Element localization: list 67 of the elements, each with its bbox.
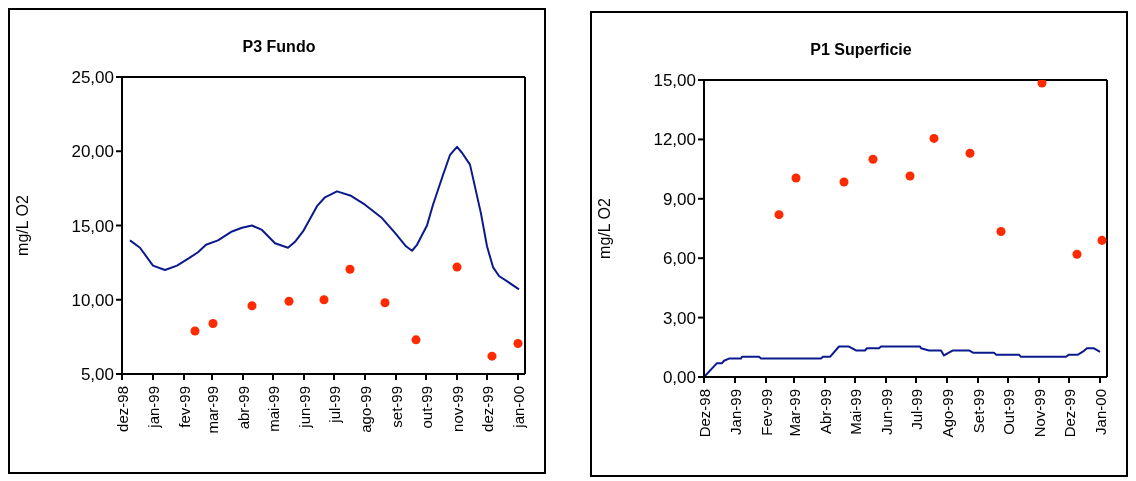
x-tick-label: Out-99: [999, 389, 1017, 435]
x-tick-label: Abr-99: [816, 389, 834, 435]
point: [190, 326, 200, 336]
x-tick-label: Set-99: [969, 389, 987, 434]
chart-title: P1 Superficie: [809, 41, 913, 59]
y-tick-label: 15,00: [653, 71, 696, 91]
x-tick-label: set-99: [387, 386, 405, 428]
y-tick-label: 12,00: [653, 130, 696, 150]
point: [839, 177, 849, 187]
x-tick-label: Mai-99: [846, 389, 864, 435]
y-tick-label: 5,00: [80, 365, 114, 385]
point: [1072, 249, 1082, 259]
x-tick-label: Dez-98: [695, 389, 713, 438]
x-tick-label: Nov-99: [1030, 389, 1048, 438]
point: [791, 173, 801, 183]
point: [380, 298, 390, 308]
point: [411, 335, 421, 345]
chart-title: P3 Fundo: [241, 38, 317, 56]
x-tick-label: mar-99: [203, 386, 221, 434]
x-tick-label: Jun-99: [877, 389, 895, 435]
x-tick-label: mai-99: [264, 386, 282, 432]
x-tick-label: Jan-99: [726, 389, 744, 435]
point: [965, 148, 975, 158]
point: [452, 262, 462, 272]
point: [996, 226, 1006, 236]
x-tick-label: dez-99: [478, 386, 496, 432]
point: [905, 171, 915, 181]
point: [247, 301, 257, 311]
x-tick-label: jan-00: [509, 386, 527, 429]
point: [345, 264, 355, 274]
x-tick-label: abr-99: [234, 386, 252, 430]
x-tick-label: ago-99: [356, 386, 374, 433]
point: [774, 210, 784, 220]
x-tick-label: Dez-99: [1060, 389, 1078, 438]
y-tick-label: 20,00: [71, 142, 114, 162]
point: [868, 154, 878, 164]
point: [208, 319, 218, 329]
y-tick-label: 10,00: [71, 290, 114, 310]
x-tick-label: out-99: [417, 386, 435, 429]
y-tick-label: 15,00: [71, 216, 114, 236]
x-tick-label: dez-98: [113, 386, 131, 432]
point: [284, 296, 294, 306]
x-tick-label: jul-99: [325, 386, 343, 424]
x-tick-label: jan-99: [144, 386, 162, 429]
y-axis-title: mg/L O2: [595, 198, 613, 259]
point: [1037, 80, 1047, 88]
point: [513, 339, 523, 349]
y-tick-label: 9,00: [662, 189, 696, 209]
y-axis-title: mg/L O2: [13, 195, 31, 256]
x-tick-label: Fev-99: [757, 389, 775, 436]
point: [487, 351, 497, 361]
point: [1097, 235, 1107, 245]
y-tick-label: 0,00: [662, 368, 696, 388]
x-tick-label: Jul-99: [907, 389, 925, 430]
x-tick-label: jun-99: [295, 386, 313, 429]
y-tick-label: 25,00: [71, 68, 114, 88]
x-tick-label: Mar-99: [785, 389, 803, 437]
line-series: [704, 345, 1101, 377]
line-series: [129, 145, 520, 291]
x-tick-label: Jan-00: [1091, 389, 1109, 435]
point: [319, 295, 329, 305]
x-tick-label: fev-99: [175, 386, 193, 428]
x-tick-label: Ago-99: [938, 389, 956, 438]
x-tick-label: nov-99: [448, 386, 466, 432]
y-tick-label: 6,00: [662, 249, 696, 269]
y-tick-label: 3,00: [662, 308, 696, 328]
point: [929, 133, 939, 143]
